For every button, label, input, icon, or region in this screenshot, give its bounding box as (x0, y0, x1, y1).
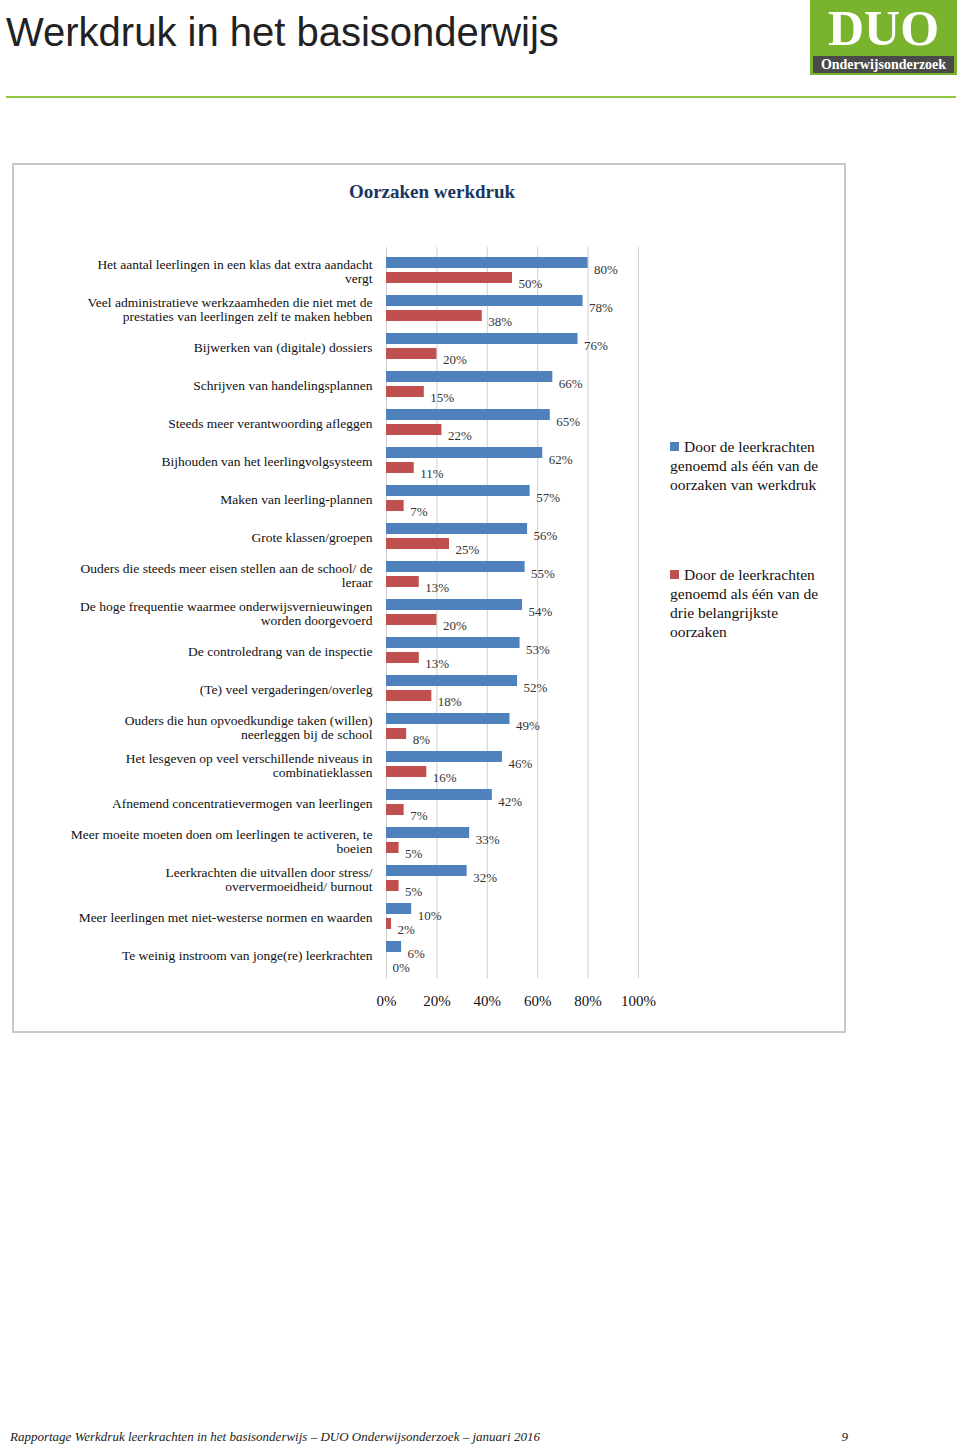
svg-text:32%: 32% (473, 870, 497, 885)
svg-text:62%: 62% (549, 452, 573, 467)
svg-text:52%: 52% (524, 680, 548, 695)
svg-text:66%: 66% (559, 376, 583, 391)
html-text:DUO: DUO (827, 0, 939, 56)
svg-text:7%: 7% (410, 504, 428, 519)
html-text:Werkdruk in het basisonderwijs: Werkdruk in het basisonderwijs (6, 10, 559, 54)
html-text:Onderwijsonderzoek: Onderwijsonderzoek (820, 57, 947, 72)
svg-text:Bijhouden van het leerlingvolg: Bijhouden van het leerlingvolgsysteem (161, 454, 373, 469)
svg-text:8%: 8% (413, 732, 431, 747)
svg-text:5%: 5% (405, 846, 423, 861)
svg-text:Ouders die hun opvoedkundige t: Ouders die hun opvoedkundige taken (will… (125, 713, 373, 742)
svg-text:Meer moeite moeten doen om lee: Meer moeite moeten doen om leerlingen te… (71, 827, 373, 856)
svg-text:40%: 40% (474, 993, 502, 1009)
svg-text:Schrijven van handelingsplanne: Schrijven van handelingsplannen (193, 378, 372, 393)
svg-text:Ouders die steeds meer eisen s: Ouders die steeds meer eisen stellen aan… (80, 561, 373, 590)
svg-text:Steeds meer verantwoording afl: Steeds meer verantwoording afleggen (168, 416, 373, 431)
svg-text:55%: 55% (531, 566, 555, 581)
svg-text:18%: 18% (438, 694, 462, 709)
svg-text:16%: 16% (433, 770, 457, 785)
svg-text:65%: 65% (556, 414, 580, 429)
svg-text:Afnemend concentratievermogen: Afnemend concentratievermogen van leerli… (112, 796, 373, 811)
svg-text:54%: 54% (529, 604, 553, 619)
svg-text:Maken van leerling-plannen: Maken van leerling-plannen (220, 492, 372, 507)
svg-text:13%: 13% (425, 580, 449, 595)
svg-text:De controledrang van de inspec: De controledrang van de inspectie (188, 644, 372, 659)
svg-text:5%: 5% (405, 884, 423, 899)
svg-text:20%: 20% (423, 993, 451, 1009)
svg-text:33%: 33% (476, 832, 500, 847)
svg-text:(Te) veel vergaderingen/overle: (Te) veel vergaderingen/overleg (200, 682, 373, 697)
svg-text:20%: 20% (443, 352, 467, 367)
svg-text:53%: 53% (526, 642, 550, 657)
svg-text:76%: 76% (584, 338, 608, 353)
svg-text:0%: 0% (393, 960, 411, 975)
svg-text:20%: 20% (443, 618, 467, 633)
svg-text:De hoge frequentie waarmee ond: De hoge frequentie waarmee onderwijsvern… (80, 599, 373, 628)
html-text:Door de leerkrachten genoemd a: Door de leerkrachten genoemd als één van… (670, 438, 819, 493)
svg-text:50%: 50% (519, 276, 543, 291)
svg-text:Leerkrachten die uitvallen doo: Leerkrachten die uitvallen door stress/o… (166, 865, 373, 894)
svg-text:Grote klassen/groepen: Grote klassen/groepen (251, 530, 372, 545)
svg-text:49%: 49% (516, 718, 540, 733)
svg-text:Het lesgeven op veel verschill: Het lesgeven op veel verschillende nivea… (126, 751, 373, 780)
svg-text:6%: 6% (408, 946, 426, 961)
svg-text:2%: 2% (398, 922, 416, 937)
svg-text:56%: 56% (534, 528, 558, 543)
svg-text:80%: 80% (574, 993, 602, 1009)
html-text:Oorzaken werkdruk: Oorzaken werkdruk (348, 181, 516, 202)
svg-text:78%: 78% (589, 300, 613, 315)
svg-text:Veel administratieve werkzaamh: Veel administratieve werkzaamheden die n… (88, 295, 373, 324)
svg-text:0%: 0% (377, 993, 397, 1009)
svg-text:13%: 13% (425, 656, 449, 671)
html-text:Door de leerkrachten genoemd a: Door de leerkrachten genoemd als één van… (670, 566, 819, 640)
svg-text:25%: 25% (456, 542, 480, 557)
svg-text:Bijwerken van (digitale) dossi: Bijwerken van (digitale) dossiers (194, 340, 373, 355)
html-text:9: 9 (841, 1429, 848, 1444)
svg-text:57%: 57% (536, 490, 560, 505)
svg-text:60%: 60% (524, 993, 552, 1009)
svg-text:42%: 42% (498, 794, 522, 809)
svg-text:80%: 80% (594, 262, 618, 277)
svg-text:38%: 38% (488, 314, 512, 329)
svg-text:Het aantal leerlingen in een k: Het aantal leerlingen in een klas dat ex… (97, 257, 372, 286)
svg-text:15%: 15% (430, 390, 454, 405)
svg-text:100%: 100% (621, 993, 656, 1009)
svg-text:22%: 22% (448, 428, 472, 443)
html-text:Rapportage Werkdruk leerkracht: Rapportage Werkdruk leerkrachten in het … (10, 1429, 540, 1444)
svg-text:11%: 11% (420, 466, 444, 481)
svg-text:Meer leerlingen met niet-weste: Meer leerlingen met niet-westerse normen… (79, 910, 373, 925)
svg-text:46%: 46% (508, 756, 532, 771)
svg-text:10%: 10% (418, 908, 442, 923)
svg-text:7%: 7% (410, 808, 428, 823)
svg-text:Te weinig instroom van jonge(r: Te weinig instroom van jonge(re) leerkra… (122, 948, 373, 963)
